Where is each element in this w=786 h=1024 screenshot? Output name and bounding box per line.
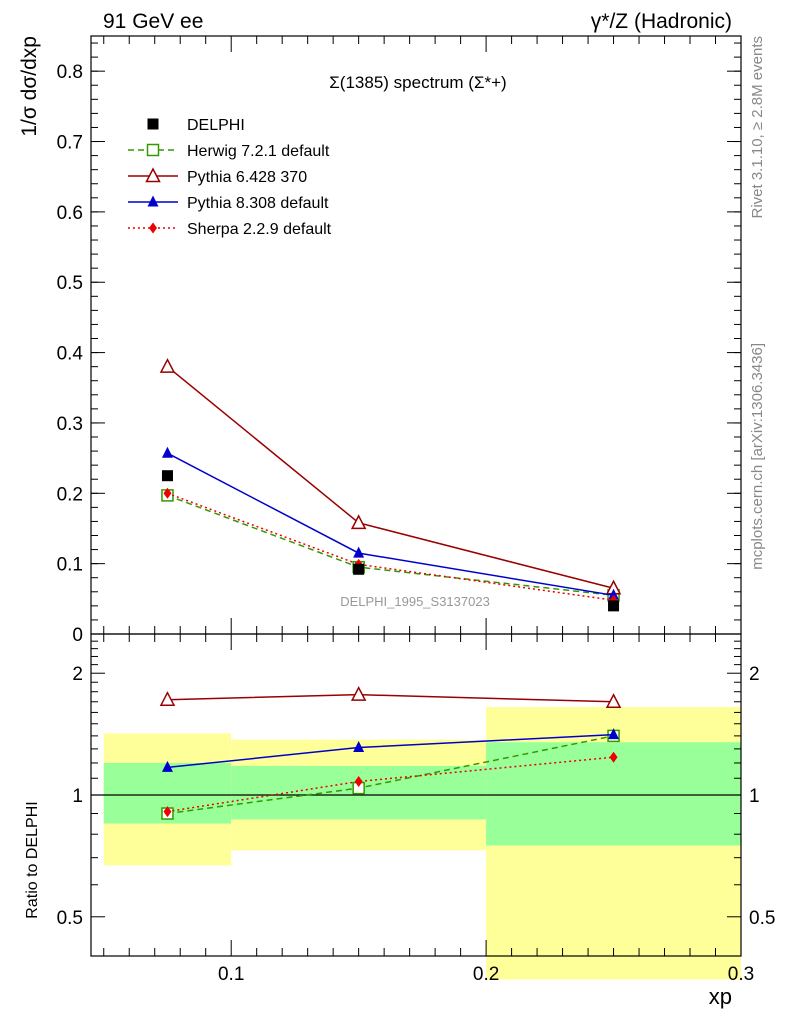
main-series-line xyxy=(167,492,614,601)
ratio-y-tick-label-right: 1 xyxy=(749,786,760,807)
sherpa-marker xyxy=(609,751,618,763)
ratio-y-tick-label: 1 xyxy=(72,786,83,807)
sherpa-marker xyxy=(354,775,363,787)
sherpa-marker xyxy=(163,487,172,499)
header-left: 91 GeV ee xyxy=(103,10,203,33)
ratio-y-tick-label: 0.5 xyxy=(57,908,83,929)
ratio-series-line xyxy=(167,693,614,703)
main-y-tick-label: 0.6 xyxy=(57,203,83,224)
pythia6-marker xyxy=(350,686,367,701)
main-y-axis-label: 1/σ dσ/dxp xyxy=(18,36,41,137)
main-series-line xyxy=(166,366,614,589)
pythia6-marker xyxy=(605,693,622,709)
legend-label: Pythia 6.428 370 xyxy=(187,169,307,186)
main-series-line xyxy=(167,452,614,597)
main-plot: 0 0.1 0.2 0.3 0.4 0.5 0.6 0.7 0.8 xyxy=(57,35,742,646)
delphi-marker xyxy=(608,600,620,612)
pythia8-marker xyxy=(608,588,620,600)
main-y-tick-label: 0.2 xyxy=(57,484,83,505)
pythia8-marker xyxy=(353,741,365,753)
mcplots-label: mcplots.cern.ch [arXiv:1306.3436] xyxy=(749,343,766,570)
pythia6-marker xyxy=(145,167,161,183)
legend-label: Sherpa 2.2.9 default xyxy=(187,221,332,238)
x-tick-label: 0.2 xyxy=(473,964,499,985)
pythia6-marker xyxy=(159,691,176,706)
main-series-line xyxy=(167,494,614,597)
header-right: γ*/Z (Hadronic) xyxy=(591,10,732,33)
delphi-marker xyxy=(147,118,159,130)
main-y-tick-label: 0.8 xyxy=(57,62,83,83)
legend-label: Herwig 7.2.1 default xyxy=(187,143,330,160)
sherpa-marker xyxy=(163,806,172,818)
ratio-y-tick-label: 2 xyxy=(72,664,83,685)
x-tick-label: 0.1 xyxy=(218,964,244,985)
pythia8-marker xyxy=(161,446,173,458)
ratio-plot: 0.1 0.2 0.3 0.5 0.5 1 1 2 2 xyxy=(57,633,775,985)
delphi-marker xyxy=(161,470,173,482)
pythia6-marker xyxy=(350,514,367,530)
main-y-tick-label: 0.4 xyxy=(57,344,84,365)
x-tick-label: 0.3 xyxy=(728,964,754,985)
watermark-label: DELPHI_1995_S3137023 xyxy=(340,594,490,609)
main-y-tick-label: 0.3 xyxy=(57,414,83,435)
sherpa-marker xyxy=(149,222,157,234)
pythia8-marker xyxy=(608,728,620,740)
rivet-label: Rivet 3.1.10, ≥ 2.8M events xyxy=(749,36,766,219)
main-y-tick-label: 0.1 xyxy=(57,555,83,576)
main-y-tick-label: 0.7 xyxy=(57,133,83,154)
pythia8-marker xyxy=(353,546,365,558)
pythia6-marker xyxy=(159,358,176,373)
legend: DELPHI Herwig 7.2.1 default Pythia 6.428 3… xyxy=(128,117,332,238)
herwig-marker xyxy=(146,143,160,157)
pythia8-marker xyxy=(161,760,173,772)
delphi-marker xyxy=(353,563,365,575)
main-y-tick-label: 0 xyxy=(72,625,83,646)
legend-label: DELPHI xyxy=(187,117,245,134)
x-axis-label: xp xyxy=(709,984,732,1009)
pythia8-marker xyxy=(147,195,159,207)
ratio-y-tick-label-right: 0.5 xyxy=(749,908,775,929)
plot-title: Σ(1385) spectrum (Σ*+) xyxy=(329,73,506,92)
legend-label: Pythia 8.308 default xyxy=(187,195,329,212)
ratio-y-axis-label: Ratio to DELPHI xyxy=(24,801,41,918)
ratio-y-tick-label-right: 2 xyxy=(749,664,760,685)
main-y-tick-label: 0.5 xyxy=(57,273,83,294)
